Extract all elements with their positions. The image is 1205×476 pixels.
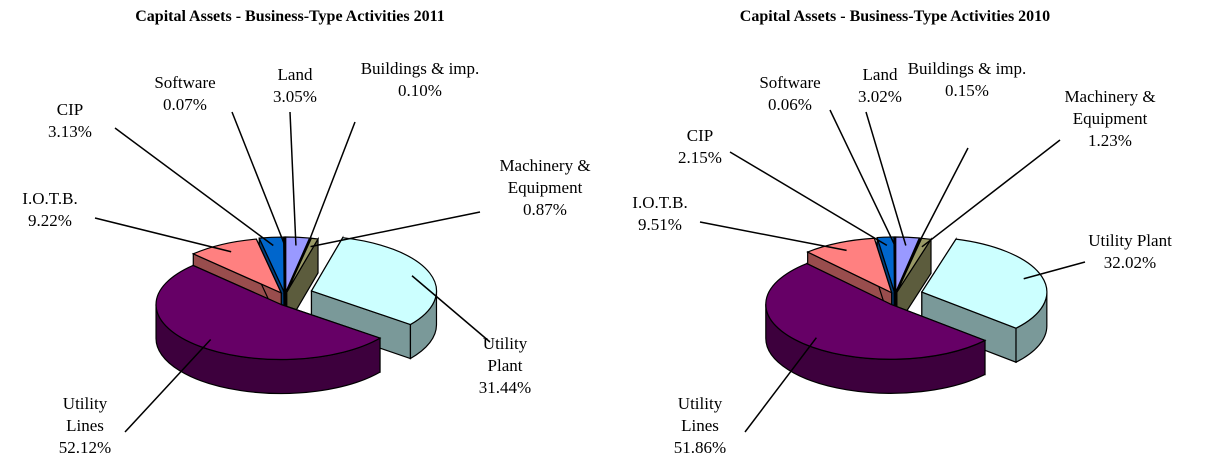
slice bbox=[191, 238, 283, 295]
leader-line bbox=[124, 339, 212, 433]
value-label: 3.05% bbox=[273, 87, 317, 106]
category-label: Utility Lines bbox=[62, 394, 108, 435]
slice-label: Utility Plant 31.44% bbox=[465, 333, 545, 399]
slice-label: Utility Plant 32.02% bbox=[1060, 230, 1200, 274]
leader-line bbox=[744, 337, 817, 433]
leader-line bbox=[1023, 261, 1086, 280]
leader-line bbox=[865, 111, 907, 246]
value-label: 1.23% bbox=[1088, 131, 1132, 150]
slice bbox=[895, 236, 921, 293]
slice-label: Utility Lines 51.86% bbox=[660, 393, 740, 459]
category-label: Machinery & Equipment bbox=[499, 156, 591, 197]
leader-line bbox=[729, 151, 888, 247]
category-label: Land bbox=[277, 65, 313, 84]
slice-label: Machinery & Equipment 0.87% bbox=[485, 155, 605, 221]
category-label: CIP bbox=[686, 126, 714, 145]
slice bbox=[920, 238, 1048, 329]
value-label: 9.51% bbox=[638, 215, 682, 234]
category-label: Utility Lines bbox=[677, 394, 723, 435]
category-label: I.O.T.B. bbox=[632, 193, 688, 212]
slice bbox=[258, 236, 285, 293]
leader-line bbox=[310, 211, 481, 248]
value-label: 0.15% bbox=[945, 81, 989, 100]
leader-line bbox=[916, 147, 969, 247]
leader-line bbox=[411, 275, 491, 343]
category-label: Utility Plant bbox=[482, 334, 528, 375]
value-label: 0.06% bbox=[768, 95, 812, 114]
slice bbox=[283, 236, 286, 293]
slice bbox=[765, 262, 987, 360]
category-label: Land bbox=[862, 65, 898, 84]
value-label: 3.02% bbox=[858, 87, 902, 106]
value-label: 9.22% bbox=[28, 211, 72, 230]
chart-title: Capital Assets - Business-Type Activitie… bbox=[135, 8, 445, 25]
slice-label: Land 3.05% bbox=[260, 64, 330, 108]
category-label: Buildings & imp. bbox=[907, 59, 1027, 78]
category-label: Software bbox=[154, 73, 216, 92]
value-label: 52.12% bbox=[58, 438, 112, 457]
slice-label: Buildings & imp. 0.10% bbox=[360, 58, 480, 102]
slice-label: CIP 3.13% bbox=[35, 99, 105, 143]
leader-line bbox=[289, 111, 297, 246]
leader-line bbox=[231, 111, 286, 246]
chart-title: Capital Assets - Business-Type Activitie… bbox=[739, 8, 1051, 25]
slice bbox=[806, 237, 893, 294]
slice-label: Machinery & Equipment 1.23% bbox=[1050, 86, 1170, 152]
slice bbox=[286, 237, 320, 293]
slice-label: CIP 2.15% bbox=[665, 125, 735, 169]
slice-label: Software 0.07% bbox=[140, 72, 230, 116]
leader-line bbox=[921, 139, 1061, 248]
leader-line bbox=[306, 121, 356, 247]
slice-label: Land 3.02% bbox=[845, 64, 915, 108]
slice-label: Buildings & imp. 0.15% bbox=[907, 58, 1027, 102]
leader-line bbox=[94, 217, 232, 253]
category-label: CIP bbox=[56, 100, 84, 119]
category-label: Buildings & imp. bbox=[360, 59, 480, 78]
value-label: 2.15% bbox=[678, 148, 722, 167]
slice bbox=[155, 264, 382, 361]
value-label: 32.02% bbox=[1103, 253, 1157, 272]
category-label: Machinery & Equipment bbox=[1064, 87, 1156, 128]
leader-line bbox=[829, 109, 896, 246]
category-label: Software bbox=[759, 73, 821, 92]
value-label: 0.87% bbox=[523, 200, 567, 219]
slice bbox=[876, 236, 896, 293]
slice-label: I.O.T.B. 9.51% bbox=[620, 192, 700, 236]
value-label: 0.10% bbox=[398, 81, 442, 100]
category-label: Utility Plant bbox=[1088, 231, 1172, 250]
slice-label: Utility Lines 52.12% bbox=[45, 393, 125, 459]
slice-label: I.O.T.B. 9.22% bbox=[10, 188, 90, 232]
slice bbox=[310, 237, 438, 326]
slice-label: Software 0.06% bbox=[745, 72, 835, 116]
value-label: 51.86% bbox=[673, 438, 727, 457]
value-label: 0.07% bbox=[163, 95, 207, 114]
leader-line bbox=[114, 127, 274, 247]
leader-line bbox=[699, 221, 847, 252]
category-label: I.O.T.B. bbox=[22, 189, 78, 208]
value-label: 31.44% bbox=[478, 378, 532, 397]
value-label: 3.13% bbox=[48, 122, 92, 141]
